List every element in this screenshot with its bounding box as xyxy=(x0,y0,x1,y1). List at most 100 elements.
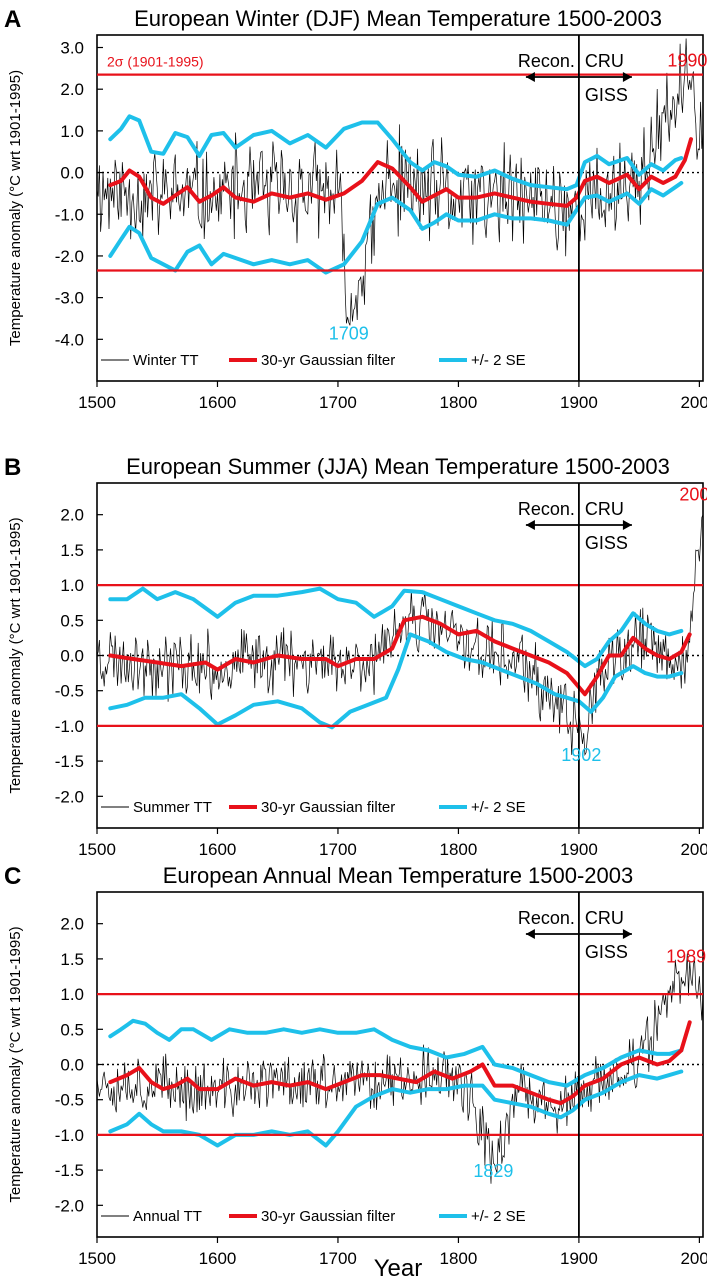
se-upper-line xyxy=(108,586,684,669)
y-tick-label: 0.0 xyxy=(60,164,84,183)
x-tick-label: 1900 xyxy=(560,1249,598,1268)
x-tick-label: 1600 xyxy=(199,840,237,859)
period-arrow-left-head xyxy=(525,72,535,82)
y-tick-label: 1.0 xyxy=(60,122,84,141)
se-lower-line xyxy=(108,632,684,730)
period-label-cru: CRU xyxy=(585,51,624,71)
period-arrow-right-head xyxy=(622,929,632,939)
y-tick-label: -3.0 xyxy=(55,289,84,308)
panel-letter: B xyxy=(4,454,21,481)
legend-label: +/- 2 SE xyxy=(471,799,526,816)
two-sigma-label: 2σ (1901-1995) xyxy=(107,54,204,70)
x-axis-label: Year xyxy=(374,1255,423,1280)
se-lower-line xyxy=(108,181,684,275)
x-tick-label: 1500 xyxy=(78,840,116,859)
x-tick-label: 1700 xyxy=(319,1249,357,1268)
se-upper-line xyxy=(108,1018,684,1088)
x-tick-label: 1800 xyxy=(440,393,478,412)
y-tick-label: 2.0 xyxy=(60,915,84,934)
annotation-cyan-1709: 1709 xyxy=(329,323,369,343)
legend-label: 30-yr Gaussian filter xyxy=(261,1208,395,1225)
y-tick-label: -1.0 xyxy=(55,205,84,224)
series-line-winter-tt xyxy=(97,38,703,326)
legend-label: Winter TT xyxy=(133,352,199,369)
period-arrow-left-head xyxy=(525,520,535,530)
x-tick-label: 1900 xyxy=(560,840,598,859)
y-axis-label: Temperature anomaly (°C wrt 1901-1995) xyxy=(7,70,24,346)
panel-letter: C xyxy=(4,863,21,890)
chart-title: European Annual Mean Temperature 1500-20… xyxy=(163,863,634,888)
plot-area xyxy=(97,514,703,756)
period-label-giss: GISS xyxy=(585,85,628,105)
period-arrow-right-head xyxy=(622,72,632,82)
panel-letter: A xyxy=(4,6,21,33)
period-label-giss: GISS xyxy=(585,942,628,962)
annotation-cyan-1829: 1829 xyxy=(473,1161,513,1181)
period-label-giss: GISS xyxy=(585,533,628,553)
y-axis-label: Temperature anomaly (°C wrt 1901-1995) xyxy=(7,517,24,793)
legend-label: 30-yr Gaussian filter xyxy=(261,799,395,816)
period-label-recon: Recon. xyxy=(518,51,575,71)
y-tick-label: -2.0 xyxy=(55,1196,84,1215)
x-tick-label: 1700 xyxy=(319,393,357,412)
y-tick-label: -4.0 xyxy=(55,330,84,349)
y-tick-label: 2.0 xyxy=(60,80,84,99)
annotation-cyan-1902: 1902 xyxy=(561,745,601,765)
y-tick-label: -1.0 xyxy=(55,717,84,736)
chart-panels: European Winter (DJF) Mean Temperature 1… xyxy=(4,6,707,1268)
legend-label: Annual TT xyxy=(133,1208,202,1225)
period-arrow-right-head xyxy=(622,520,632,530)
legend-label: 30-yr Gaussian filter xyxy=(261,352,395,369)
x-tick-label: 1600 xyxy=(199,1249,237,1268)
panel-b: European Summer (JJA) Mean Temperature 1… xyxy=(4,454,707,859)
y-tick-label: 3.0 xyxy=(60,39,84,58)
y-tick-label: 1.0 xyxy=(60,576,84,595)
se-upper-line xyxy=(108,114,684,192)
chart-title: European Winter (DJF) Mean Temperature 1… xyxy=(134,6,662,31)
gaussian-filter-line xyxy=(108,614,692,697)
y-tick-label: 0.5 xyxy=(60,611,84,630)
y-tick-label: 1.5 xyxy=(60,950,84,969)
legend-label: +/- 2 SE xyxy=(471,1208,526,1225)
x-tick-label: 1700 xyxy=(319,840,357,859)
period-label-recon: Recon. xyxy=(518,908,575,928)
y-tick-label: -1.5 xyxy=(55,752,84,771)
x-tick-label: 1800 xyxy=(440,840,478,859)
x-tick-label: 1600 xyxy=(199,393,237,412)
y-tick-label: -2.0 xyxy=(55,247,84,266)
annotation-red-2003: 2003 xyxy=(679,485,707,505)
plot-area xyxy=(97,38,703,326)
y-tick-label: -0.5 xyxy=(55,1091,84,1110)
y-tick-label: 1.0 xyxy=(60,985,84,1004)
y-tick-label: 1.5 xyxy=(60,541,84,560)
panel-a: European Winter (DJF) Mean Temperature 1… xyxy=(4,6,707,412)
series-line-annual-tt xyxy=(97,953,703,1184)
y-tick-label: -1.0 xyxy=(55,1126,84,1145)
period-label-cru: CRU xyxy=(585,908,624,928)
x-tick-label: 2000 xyxy=(680,840,707,859)
period-label-recon: Recon. xyxy=(518,499,575,519)
x-tick-label: 1500 xyxy=(78,1249,116,1268)
period-arrow-left-head xyxy=(525,929,535,939)
y-axis-label: Temperature anomaly (°C wrt 1901-1995) xyxy=(7,926,24,1202)
annotation-red-1990: 1990 xyxy=(667,50,707,70)
x-tick-label: 1500 xyxy=(78,393,116,412)
y-tick-label: 0.0 xyxy=(60,1056,84,1075)
annotation-red-1989: 1989 xyxy=(666,946,706,966)
y-tick-label: 0.0 xyxy=(60,647,84,666)
y-tick-label: -2.0 xyxy=(55,787,84,806)
x-tick-label: 1800 xyxy=(440,1249,478,1268)
y-tick-label: -0.5 xyxy=(55,682,84,701)
plot-frame xyxy=(96,34,704,382)
y-tick-label: 2.0 xyxy=(60,506,84,525)
panel-c: European Annual Mean Temperature 1500-20… xyxy=(4,863,707,1268)
x-tick-label: 1900 xyxy=(560,393,598,412)
gaussian-filter-line xyxy=(108,1020,692,1106)
period-label-cru: CRU xyxy=(585,499,624,519)
legend-label: Summer TT xyxy=(133,799,212,816)
legend-label: +/- 2 SE xyxy=(471,352,526,369)
y-tick-label: 0.5 xyxy=(60,1020,84,1039)
chart-title: European Summer (JJA) Mean Temperature 1… xyxy=(126,454,670,479)
x-tick-label: 2000 xyxy=(680,393,707,412)
